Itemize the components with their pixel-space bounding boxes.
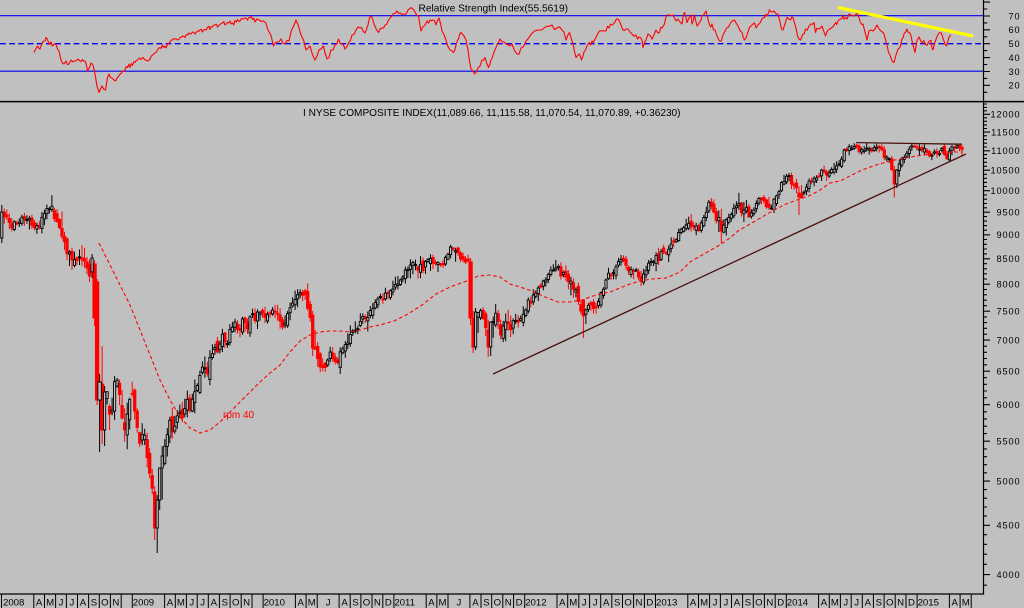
svg-text:N: N [374, 598, 381, 608]
svg-text:7000: 7000 [996, 336, 1020, 346]
svg-text:M: M [962, 598, 970, 608]
svg-text:2014: 2014 [787, 598, 809, 608]
svg-text:N: N [766, 598, 773, 608]
svg-text:6000: 6000 [996, 400, 1020, 410]
svg-text:30: 30 [1008, 67, 1020, 77]
svg-text:J: J [724, 598, 729, 608]
svg-text:S: S [352, 598, 358, 608]
svg-text:M: M [569, 598, 577, 608]
svg-text:J: J [59, 598, 64, 608]
svg-text:2010: 2010 [264, 598, 285, 608]
svg-text:O: O [886, 598, 893, 608]
svg-text:S: S [876, 598, 882, 608]
svg-text:A: A [821, 598, 828, 608]
svg-text:60: 60 [1008, 25, 1020, 35]
svg-text:9500: 9500 [996, 208, 1020, 218]
svg-text:2008: 2008 [3, 598, 24, 608]
svg-text:40: 40 [1008, 53, 1020, 63]
svg-text:N: N [636, 598, 643, 608]
svg-text:O: O [624, 598, 631, 608]
svg-text:J: J [854, 598, 859, 608]
svg-text:8000: 8000 [996, 280, 1020, 290]
svg-text:50: 50 [1008, 39, 1020, 49]
svg-text:J: J [593, 598, 598, 608]
svg-text:A: A [951, 598, 958, 608]
svg-text:11500: 11500 [991, 128, 1020, 138]
svg-text:11000: 11000 [991, 146, 1020, 156]
svg-text:A: A [211, 598, 218, 608]
svg-text:D: D [516, 598, 523, 608]
svg-text:A: A [428, 598, 435, 608]
svg-text:12000: 12000 [990, 110, 1020, 120]
svg-text:rpm 40: rpm 40 [223, 410, 255, 421]
svg-text:D: D [385, 598, 392, 608]
svg-text:N: N [112, 598, 119, 608]
svg-text:J: J [189, 598, 194, 608]
svg-text:M: M [177, 598, 185, 608]
svg-text:M: M [439, 598, 447, 608]
svg-text:D: D [908, 598, 915, 608]
svg-text:A: A [36, 598, 43, 608]
svg-text:A: A [559, 598, 566, 608]
svg-text:N: N [505, 598, 512, 608]
svg-text:A: A [297, 598, 304, 608]
svg-text:2012: 2012 [525, 598, 546, 608]
svg-text:4500: 4500 [996, 521, 1020, 531]
svg-text:J: J [70, 598, 75, 608]
svg-text:20: 20 [1008, 81, 1020, 91]
svg-text:J: J [843, 598, 848, 608]
svg-text:J: J [457, 598, 462, 608]
svg-text:10000: 10000 [990, 186, 1020, 196]
svg-text:I NYSE COMPOSITE INDEX(11,089.: I NYSE COMPOSITE INDEX(11,089.66, 11,115… [303, 108, 681, 119]
svg-text:M: M [700, 598, 708, 608]
svg-text:9000: 9000 [996, 230, 1020, 240]
svg-text:2009: 2009 [133, 598, 154, 608]
svg-text:S: S [91, 598, 97, 608]
svg-text:M: M [831, 598, 839, 608]
svg-text:S: S [745, 598, 751, 608]
svg-text:O: O [363, 598, 370, 608]
svg-text:O: O [101, 598, 108, 608]
svg-text:6500: 6500 [996, 367, 1020, 377]
svg-text:S: S [222, 598, 228, 608]
svg-text:A: A [341, 598, 348, 608]
svg-text:4000: 4000 [996, 570, 1020, 580]
svg-text:S: S [483, 598, 489, 608]
svg-text:A: A [690, 598, 697, 608]
svg-text:5000: 5000 [996, 477, 1020, 487]
svg-text:A: A [472, 598, 479, 608]
svg-text:J: J [326, 598, 331, 608]
svg-text:2013: 2013 [656, 598, 677, 608]
svg-text:D: D [646, 598, 653, 608]
svg-text:N: N [243, 598, 250, 608]
svg-text:D: D [777, 598, 784, 608]
svg-text:M: M [308, 598, 316, 608]
svg-text:A: A [865, 598, 872, 608]
svg-text:A: A [603, 598, 610, 608]
svg-text:Relative Strength Index(55.561: Relative Strength Index(55.5619) [419, 3, 569, 14]
svg-text:S: S [614, 598, 620, 608]
svg-text:8500: 8500 [996, 254, 1020, 264]
svg-text:A: A [80, 598, 87, 608]
svg-text:J: J [200, 598, 205, 608]
svg-text:7500: 7500 [996, 307, 1020, 317]
svg-text:5500: 5500 [996, 437, 1020, 447]
svg-text:O: O [232, 598, 239, 608]
svg-text:A: A [734, 598, 741, 608]
svg-text:2015: 2015 [918, 598, 939, 608]
svg-text:O: O [494, 598, 501, 608]
svg-text:M: M [46, 598, 54, 608]
svg-text:O: O [755, 598, 762, 608]
svg-text:A: A [167, 598, 174, 608]
svg-text:2011: 2011 [394, 598, 415, 608]
svg-text:J: J [713, 598, 718, 608]
svg-text:10500: 10500 [990, 166, 1020, 176]
svg-text:N: N [897, 598, 904, 608]
svg-text:J: J [582, 598, 587, 608]
svg-text:70: 70 [1008, 11, 1020, 21]
